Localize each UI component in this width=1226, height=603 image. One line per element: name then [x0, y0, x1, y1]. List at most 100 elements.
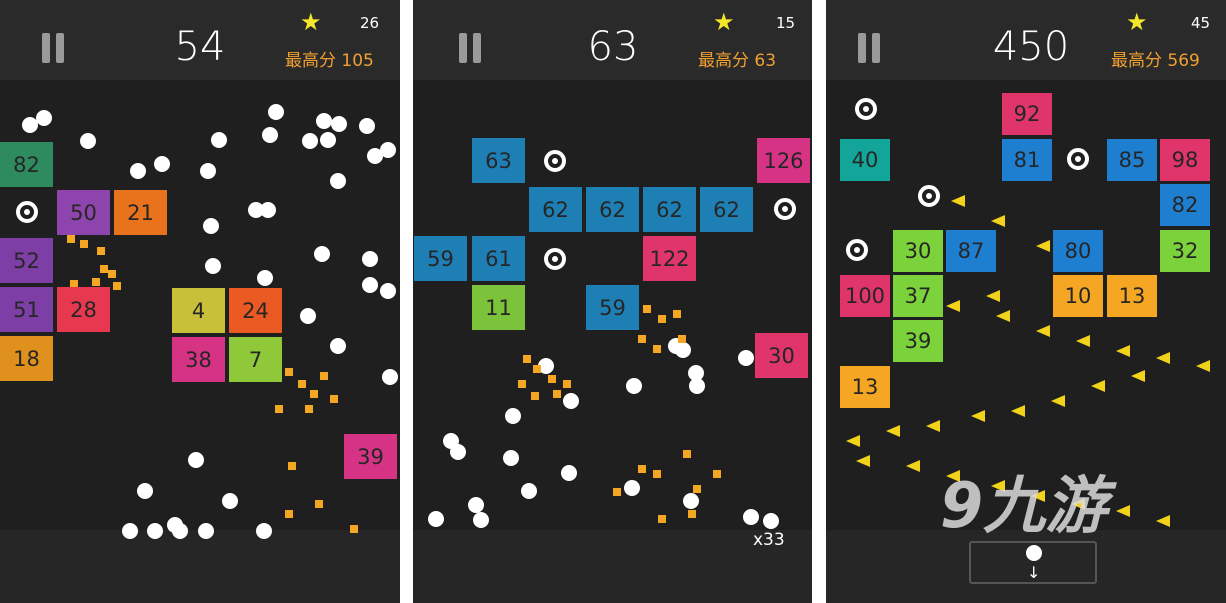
particle	[113, 282, 121, 290]
particle	[97, 247, 105, 255]
brick: 39	[893, 320, 943, 362]
ball	[1026, 545, 1042, 561]
pause-icon[interactable]	[856, 33, 884, 63]
arrow-ball	[991, 480, 1005, 492]
arrow-ball	[946, 470, 960, 482]
best-score-label: 最高分	[285, 51, 336, 71]
arrow-ball	[1076, 335, 1090, 347]
best-score-value: 105	[341, 51, 374, 71]
particle	[613, 488, 621, 496]
particle	[285, 368, 293, 376]
particle	[713, 470, 721, 478]
particle	[643, 305, 651, 313]
particle	[518, 380, 526, 388]
brick: 40	[840, 139, 890, 181]
ball	[428, 511, 444, 527]
particle	[275, 405, 283, 413]
arrow-ball	[1071, 498, 1085, 510]
brick: 32	[1160, 230, 1210, 272]
particle	[288, 462, 296, 470]
particle	[285, 510, 293, 518]
best-score-value: 63	[754, 51, 777, 71]
ball	[362, 277, 378, 293]
ball	[22, 117, 38, 133]
brick: 100	[840, 275, 890, 317]
particle	[531, 392, 539, 400]
particle	[683, 450, 691, 458]
ball	[561, 465, 577, 481]
ball	[624, 480, 640, 496]
particle	[563, 380, 571, 388]
brick: 81	[1002, 139, 1052, 181]
arrow-ball	[1156, 352, 1170, 364]
extra-ball-ring-icon	[16, 201, 38, 223]
current-score: 63	[587, 24, 639, 70]
brick: 11	[472, 285, 525, 330]
ball	[188, 452, 204, 468]
arrow-ball	[1051, 395, 1065, 407]
brick: 39	[344, 434, 397, 479]
star-count: 26	[360, 14, 380, 32]
ball	[302, 133, 318, 149]
header-bar	[0, 0, 400, 80]
ball	[382, 369, 398, 385]
particle	[100, 265, 108, 273]
ball	[330, 338, 346, 354]
best-score-value: 569	[1167, 51, 1200, 71]
arrow-ball	[1196, 360, 1210, 372]
ball	[380, 283, 396, 299]
launch-button[interactable]: ↓	[969, 541, 1097, 584]
particle	[108, 270, 116, 278]
arrow-ball	[991, 215, 1005, 227]
brick: 62	[529, 187, 582, 232]
brick: 37	[893, 275, 943, 317]
brick: 51	[0, 287, 53, 332]
brick: 59	[586, 285, 639, 330]
ball	[300, 308, 316, 324]
star-icon: ★	[1126, 8, 1148, 36]
particle	[638, 335, 646, 343]
brick: 21	[114, 190, 167, 235]
arrow-ball	[1116, 345, 1130, 357]
arrow-ball	[1116, 505, 1130, 517]
arrow-ball	[951, 195, 965, 207]
ball	[683, 493, 699, 509]
ball	[320, 132, 336, 148]
ball	[205, 258, 221, 274]
watermark-logo: 9九游	[940, 469, 1108, 542]
arrow-ball	[906, 460, 920, 472]
particle	[350, 525, 358, 533]
extra-ball-ring-icon	[544, 248, 566, 270]
particle	[678, 335, 686, 343]
arrow-ball	[1156, 515, 1170, 527]
game-panel-2: 63 ★ 15 最高分 63 63 62 62 62 62 126 59 61 122 11 59 30 x33	[413, 0, 812, 603]
ball	[262, 127, 278, 143]
extra-ball-ring-icon	[846, 239, 868, 261]
star-count: 15	[776, 14, 796, 32]
ball	[36, 110, 52, 126]
particle	[653, 345, 661, 353]
ball	[689, 378, 705, 394]
particle	[320, 372, 328, 380]
ball	[675, 342, 691, 358]
brick: 13	[840, 366, 890, 408]
particle	[70, 280, 78, 288]
ball	[468, 497, 484, 513]
brick: 52	[0, 238, 53, 283]
particle	[80, 240, 88, 248]
brick: 18	[0, 336, 53, 381]
ball	[147, 523, 163, 539]
ball	[450, 444, 466, 460]
pause-icon[interactable]	[40, 33, 68, 63]
particle	[693, 485, 701, 493]
arrow-ball	[986, 290, 1000, 302]
ball	[154, 156, 170, 172]
brick: 13	[1107, 275, 1157, 317]
brick: 62	[643, 187, 696, 232]
particle	[548, 375, 556, 383]
particle	[305, 405, 313, 413]
brick: 92	[1002, 93, 1052, 135]
arrow-ball	[946, 300, 960, 312]
pause-icon[interactable]	[457, 33, 485, 63]
particle	[653, 470, 661, 478]
